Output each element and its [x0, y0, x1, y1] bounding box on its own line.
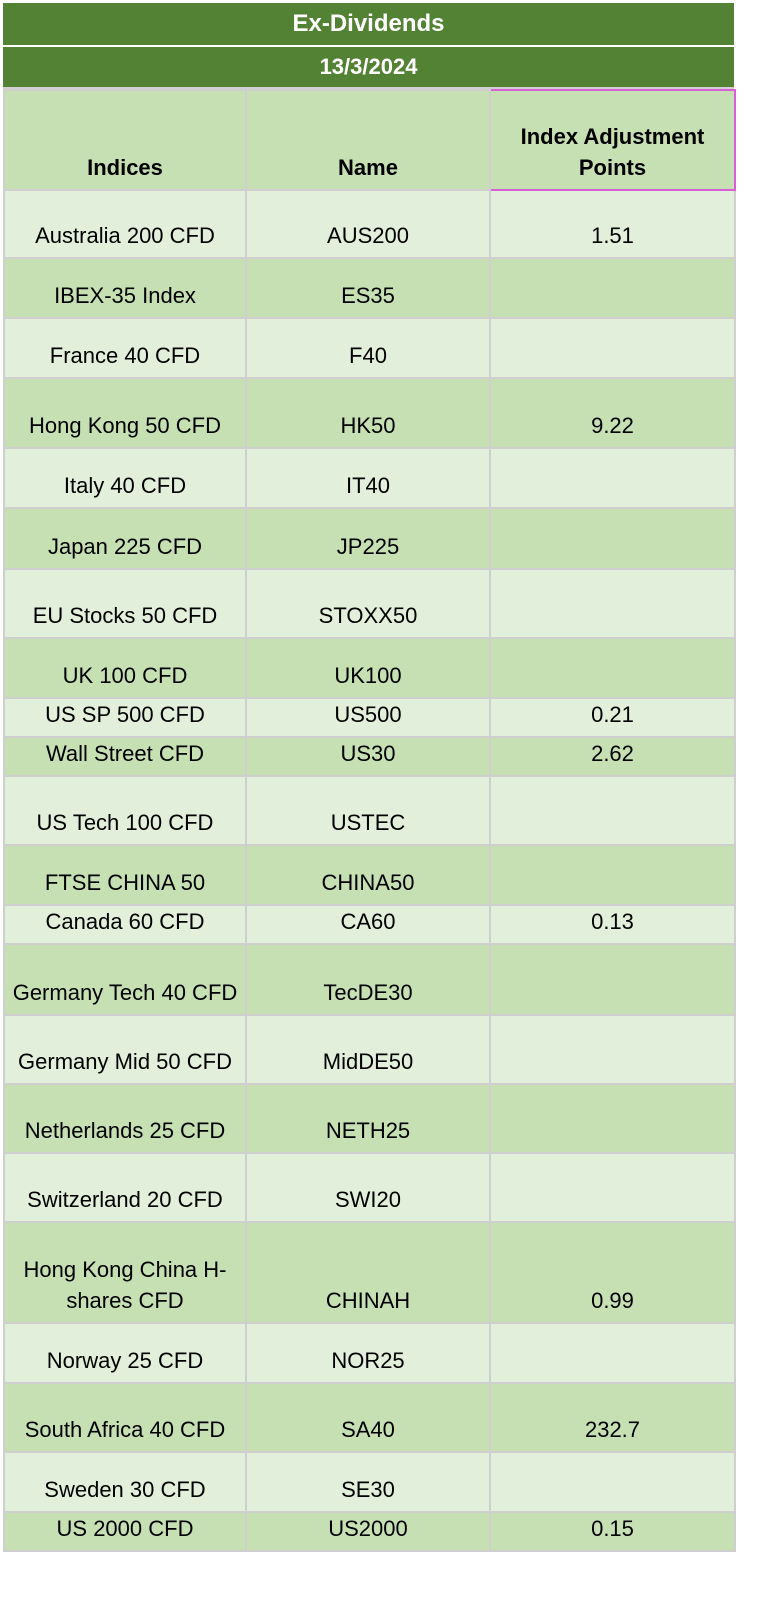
cell-index: IBEX-35 Index [3, 257, 247, 319]
cell-adjustment-points [489, 1152, 736, 1223]
cell-name: US500 [245, 697, 491, 738]
table-row: Germany Tech 40 CFD TecDE30 [3, 943, 736, 1016]
cell-name: CHINA50 [245, 844, 491, 906]
cell-index: UK 100 CFD [3, 637, 247, 699]
cell-name: NOR25 [245, 1322, 491, 1384]
cell-adjustment-points: 232.7 [489, 1382, 736, 1453]
cell-adjustment-points: 0.13 [489, 904, 736, 945]
cell-name: MidDE50 [245, 1014, 491, 1085]
cell-index: US SP 500 CFD [3, 697, 247, 738]
cell-name: USTEC [245, 775, 491, 846]
cell-adjustment-points: 0.99 [489, 1221, 736, 1324]
table-date: 13/3/2024 [3, 47, 734, 89]
cell-name: HK50 [245, 377, 491, 449]
cell-index: Italy 40 CFD [3, 447, 247, 509]
table-row: Hong Kong 50 CFD HK50 9.22 [3, 377, 736, 449]
cell-index: US Tech 100 CFD [3, 775, 247, 846]
table-row: FTSE CHINA 50 CHINA50 [3, 844, 736, 906]
cell-adjustment-points: 9.22 [489, 377, 736, 449]
table-row: EU Stocks 50 CFD STOXX50 [3, 568, 736, 639]
cell-index: Japan 225 CFD [3, 507, 247, 570]
cell-name: SWI20 [245, 1152, 491, 1223]
cell-adjustment-points [489, 568, 736, 639]
cell-name: US2000 [245, 1511, 491, 1552]
table-row: Sweden 30 CFD SE30 [3, 1451, 736, 1513]
table-row: Hong Kong China H-shares CFD CHINAH 0.99 [3, 1221, 736, 1324]
header-row: Indices Name Index Adjustment Points [3, 89, 736, 191]
cell-adjustment-points [489, 1083, 736, 1154]
table-row: South Africa 40 CFD SA40 232.7 [3, 1382, 736, 1453]
table-row: US Tech 100 CFD USTEC [3, 775, 736, 846]
column-header-name: Name [245, 89, 491, 191]
cell-name: NETH25 [245, 1083, 491, 1154]
table-row: France 40 CFD F40 [3, 317, 736, 379]
cell-adjustment-points: 0.15 [489, 1511, 736, 1552]
cell-index: France 40 CFD [3, 317, 247, 379]
dividends-grid: Indices Name Index Adjustment Points Aus… [3, 89, 736, 1552]
cell-adjustment-points: 2.62 [489, 736, 736, 777]
cell-index: Netherlands 25 CFD [3, 1083, 247, 1154]
cell-adjustment-points [489, 317, 736, 379]
cell-index: Hong Kong China H-shares CFD [3, 1221, 247, 1324]
column-header-adjustment-points[interactable]: Index Adjustment Points [489, 89, 736, 191]
cell-index: Hong Kong 50 CFD [3, 377, 247, 449]
table-row: Japan 225 CFD JP225 [3, 507, 736, 570]
table-row: UK 100 CFD UK100 [3, 637, 736, 699]
cell-adjustment-points [489, 637, 736, 699]
cell-name: JP225 [245, 507, 491, 570]
table-row: Netherlands 25 CFD NETH25 [3, 1083, 736, 1154]
cell-name: SA40 [245, 1382, 491, 1453]
cell-adjustment-points [489, 447, 736, 509]
cell-index: Sweden 30 CFD [3, 1451, 247, 1513]
cell-adjustment-points [489, 1014, 736, 1085]
table-title: Ex-Dividends [3, 3, 734, 47]
cell-name: F40 [245, 317, 491, 379]
cell-index: Norway 25 CFD [3, 1322, 247, 1384]
table-row: Norway 25 CFD NOR25 [3, 1322, 736, 1384]
ex-dividends-table: Ex-Dividends 13/3/2024 Indices Name Inde… [3, 3, 736, 1552]
cell-name: TecDE30 [245, 943, 491, 1016]
cell-adjustment-points [489, 844, 736, 906]
table-row: US 2000 CFD US2000 0.15 [3, 1511, 736, 1552]
table-row: IBEX-35 Index ES35 [3, 257, 736, 319]
cell-name: CHINAH [245, 1221, 491, 1324]
cell-index: Germany Tech 40 CFD [3, 943, 247, 1016]
table-row: Australia 200 CFD AUS200 1.51 [3, 189, 736, 259]
cell-adjustment-points [489, 943, 736, 1016]
table-row: Canada 60 CFD CA60 0.13 [3, 904, 736, 945]
cell-name: ES35 [245, 257, 491, 319]
cell-index: Australia 200 CFD [3, 189, 247, 259]
column-header-indices: Indices [3, 89, 247, 191]
cell-adjustment-points: 0.21 [489, 697, 736, 738]
cell-name: STOXX50 [245, 568, 491, 639]
cell-name: CA60 [245, 904, 491, 945]
cell-adjustment-points [489, 775, 736, 846]
cell-name: AUS200 [245, 189, 491, 259]
cell-index: US 2000 CFD [3, 1511, 247, 1552]
cell-index: EU Stocks 50 CFD [3, 568, 247, 639]
cell-index: FTSE CHINA 50 [3, 844, 247, 906]
cell-adjustment-points [489, 1451, 736, 1513]
cell-index: Germany Mid 50 CFD [3, 1014, 247, 1085]
table-row: Italy 40 CFD IT40 [3, 447, 736, 509]
table-row: Wall Street CFD US30 2.62 [3, 736, 736, 777]
cell-name: UK100 [245, 637, 491, 699]
cell-index: South Africa 40 CFD [3, 1382, 247, 1453]
table-row: Switzerland 20 CFD SWI20 [3, 1152, 736, 1223]
cell-adjustment-points [489, 1322, 736, 1384]
table-row: US SP 500 CFD US500 0.21 [3, 697, 736, 738]
cell-adjustment-points [489, 507, 736, 570]
cell-name: IT40 [245, 447, 491, 509]
cell-name: SE30 [245, 1451, 491, 1513]
cell-adjustment-points [489, 257, 736, 319]
cell-index: Switzerland 20 CFD [3, 1152, 247, 1223]
cell-name: US30 [245, 736, 491, 777]
cell-index: Canada 60 CFD [3, 904, 247, 945]
table-row: Germany Mid 50 CFD MidDE50 [3, 1014, 736, 1085]
cell-adjustment-points: 1.51 [489, 189, 736, 259]
cell-index: Wall Street CFD [3, 736, 247, 777]
